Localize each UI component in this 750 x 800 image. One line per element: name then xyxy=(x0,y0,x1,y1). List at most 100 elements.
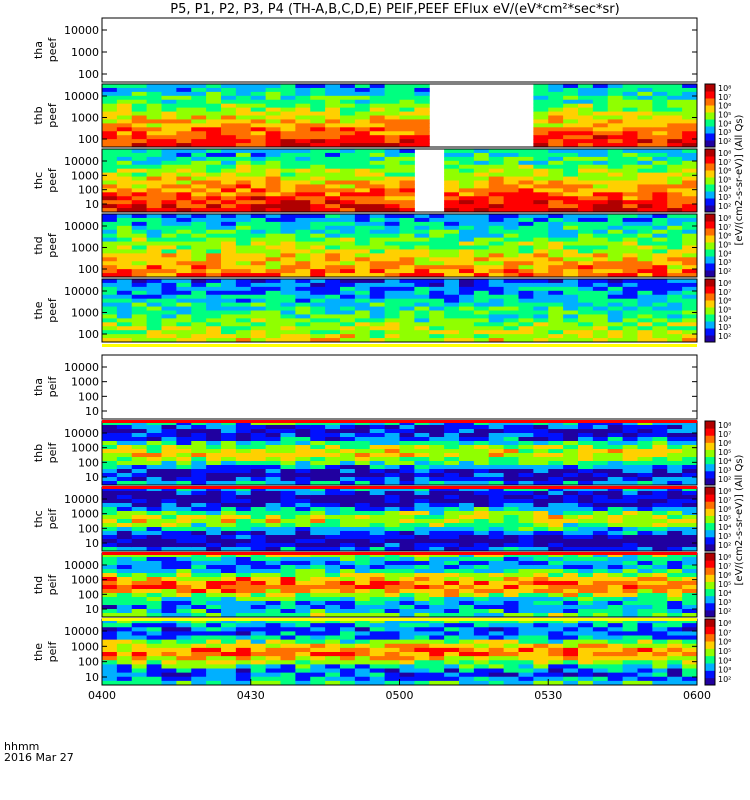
heatmap-cell xyxy=(265,449,281,454)
heatmap-cell xyxy=(637,131,653,136)
heatmap-cell xyxy=(399,445,415,450)
heatmap-cell xyxy=(310,503,326,508)
heatmap-cell xyxy=(161,221,177,227)
heatmap-cell xyxy=(473,511,490,516)
heatmap-cell xyxy=(369,631,386,636)
heatmap-cell xyxy=(325,84,341,89)
heatmap-cell xyxy=(578,589,594,594)
heatmap-cell xyxy=(235,160,252,166)
heatmap-cell xyxy=(444,441,460,446)
heatmap-cell xyxy=(444,265,460,270)
heatmap-cell xyxy=(235,581,252,586)
heatmap-cell xyxy=(563,152,579,158)
heatmap-cell xyxy=(503,306,519,311)
heatmap-cell xyxy=(682,437,698,442)
heatmap-cell xyxy=(637,531,653,536)
heatmap-cell xyxy=(235,99,252,105)
heatmap-cell xyxy=(459,269,475,274)
heatmap-cell xyxy=(607,613,624,618)
heatmap-cell xyxy=(444,241,460,246)
heatmap-cell xyxy=(280,503,296,508)
heatmap-cell xyxy=(235,647,252,653)
heatmap-cell xyxy=(399,298,415,304)
colorbar-segment xyxy=(705,270,715,278)
heatmap-cell xyxy=(235,184,252,189)
heatmap-cell xyxy=(518,461,534,466)
heatmap-cell xyxy=(102,302,118,308)
heatmap-cell xyxy=(206,84,222,89)
heatmap-cell xyxy=(667,310,683,315)
heatmap-cell xyxy=(235,668,252,674)
heatmap-cell xyxy=(399,593,415,598)
colorbar-tick-label: 10⁵ xyxy=(718,448,731,457)
heatmap-cell xyxy=(206,225,222,231)
heatmap-cell xyxy=(280,445,296,450)
heatmap-cell xyxy=(206,445,222,450)
heatmap-cell xyxy=(102,338,118,343)
heatmap-cell xyxy=(295,557,311,562)
heatmap-cell xyxy=(116,631,133,636)
heatmap-cell xyxy=(235,461,252,466)
heatmap-cell xyxy=(444,322,460,327)
heatmap-cell xyxy=(637,225,653,231)
heatmap-cell xyxy=(310,302,326,308)
heatmap-cell xyxy=(488,585,505,590)
heatmap-cell xyxy=(548,294,564,300)
heatmap-cell xyxy=(563,172,579,178)
heatmap-cell xyxy=(518,495,534,500)
heatmap-cell xyxy=(637,523,653,528)
colorbar-segment xyxy=(705,321,715,329)
heatmap-cell xyxy=(310,149,326,154)
heatmap-cell xyxy=(473,338,490,343)
heatmap-cell xyxy=(667,192,683,197)
heatmap-cell xyxy=(116,437,133,442)
heatmap-cell xyxy=(682,282,698,288)
heatmap-cell xyxy=(116,577,133,582)
heatmap-cell xyxy=(592,318,609,323)
heatmap-cell xyxy=(667,208,683,213)
heatmap-cell xyxy=(131,229,148,235)
heatmap-cell xyxy=(280,294,296,300)
heatmap-cell xyxy=(652,503,668,508)
heatmap-cell xyxy=(102,469,118,474)
heatmap-cell xyxy=(280,87,296,93)
heatmap-cell xyxy=(548,164,564,170)
heatmap-cell xyxy=(116,519,133,524)
heatmap-cell xyxy=(384,543,400,548)
heatmap-cell xyxy=(652,160,668,166)
heatmap-cell xyxy=(310,103,326,109)
heatmap-cell xyxy=(459,445,475,450)
heatmap-cell xyxy=(325,217,341,223)
heatmap-cell xyxy=(622,531,638,536)
heatmap-cell xyxy=(578,282,594,288)
heatmap-cell xyxy=(414,298,430,304)
heatmap-cell xyxy=(578,429,594,434)
heatmap-cell xyxy=(667,176,683,181)
heatmap-cell xyxy=(206,135,222,140)
heatmap-cell xyxy=(221,531,237,536)
heatmap-cell xyxy=(399,200,415,205)
heatmap-cell xyxy=(429,225,445,231)
heatmap-cell xyxy=(533,149,549,154)
heatmap-cell xyxy=(206,208,222,213)
heatmap-cell xyxy=(667,168,683,174)
heatmap-cell xyxy=(176,635,192,641)
heatmap-cell xyxy=(235,334,252,339)
heatmap-cell xyxy=(265,298,281,304)
heatmap-cell xyxy=(578,593,594,598)
heatmap-cell xyxy=(161,569,177,574)
heatmap-cell xyxy=(340,107,356,113)
heatmap-cell xyxy=(161,441,177,446)
heatmap-cell xyxy=(429,619,445,624)
heatmap-cell xyxy=(295,652,311,657)
heatmap-cell xyxy=(295,257,311,262)
heatmap-cell xyxy=(429,652,445,657)
heatmap-cell xyxy=(384,573,400,578)
heatmap-cell xyxy=(131,115,148,120)
heatmap-cell xyxy=(250,188,267,193)
heatmap-cell xyxy=(146,627,162,632)
heatmap-cell xyxy=(221,581,237,586)
heatmap-cell xyxy=(518,286,534,292)
heatmap-cell xyxy=(384,143,400,148)
heatmap-cell xyxy=(206,503,222,508)
